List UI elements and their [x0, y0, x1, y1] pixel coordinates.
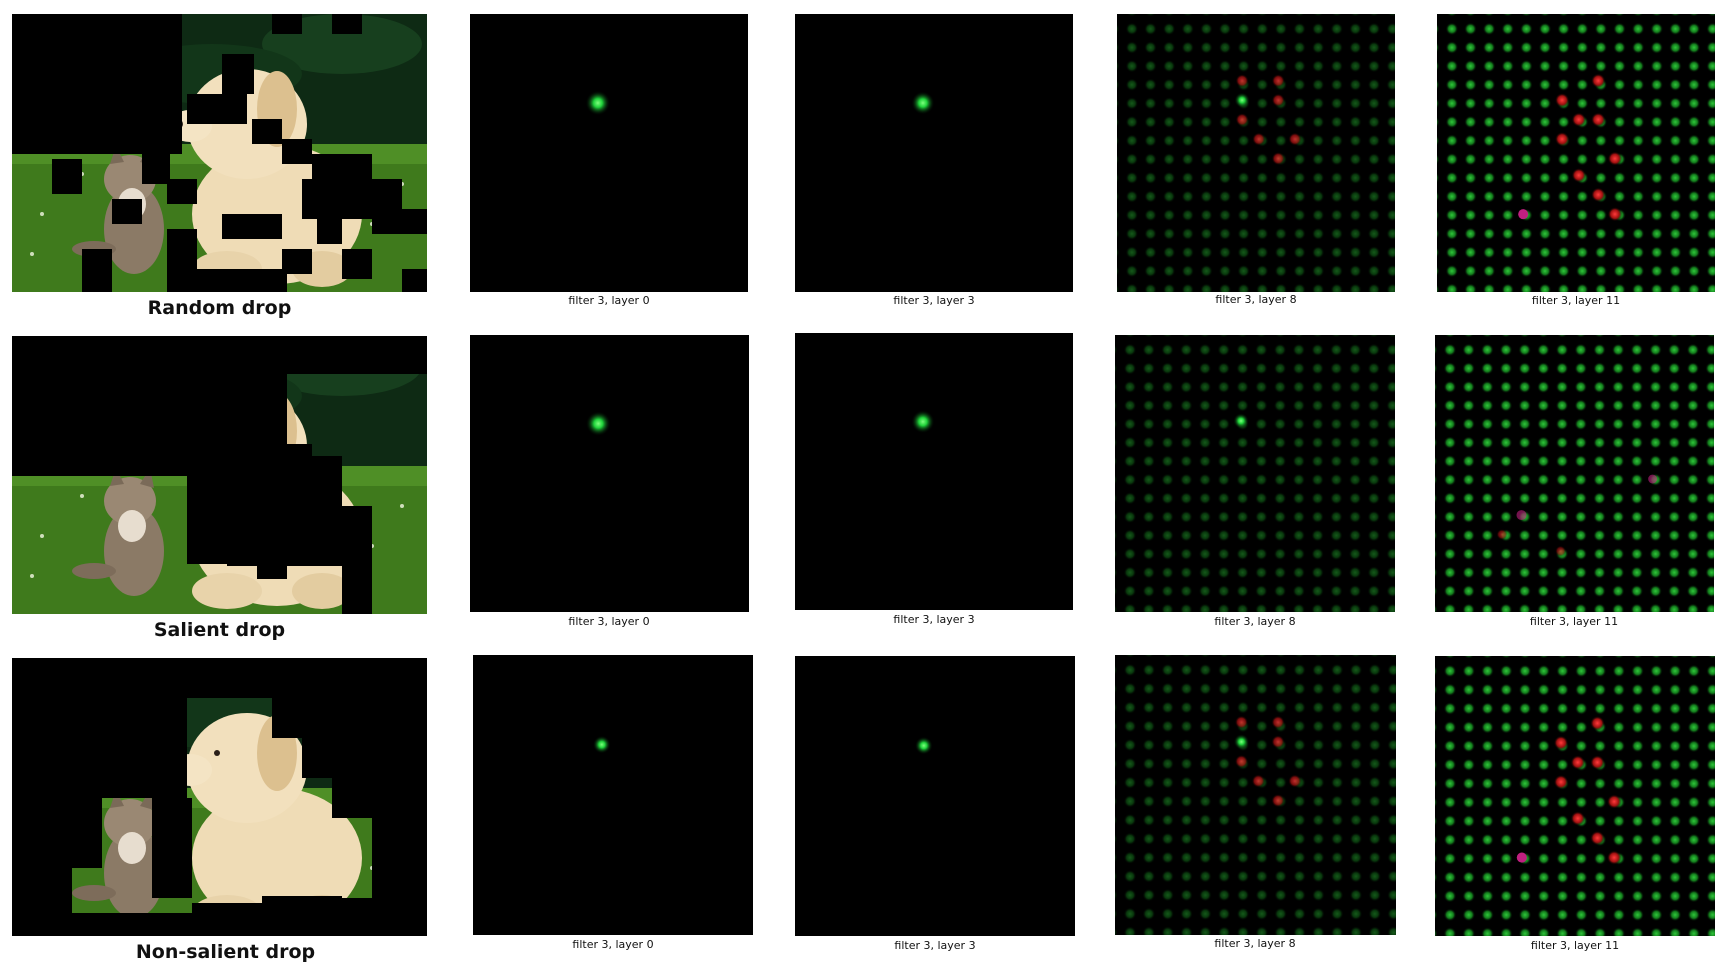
attention-map: [795, 656, 1075, 936]
attention-map: [473, 655, 753, 935]
attention-map: [1435, 335, 1714, 612]
attention-map: [1437, 14, 1715, 292]
attention-map: [470, 335, 749, 612]
row-title: Non-salient drop: [135, 941, 316, 963]
puppy-kitten-photo-random: [12, 14, 427, 292]
attention-caption: filter 3, layer 11: [1530, 939, 1620, 952]
row-title: Salient drop: [153, 619, 286, 641]
attention-map: [1115, 335, 1395, 612]
attention-caption: filter 3, layer 11: [1531, 294, 1621, 307]
attention-caption: filter 3, layer 3: [893, 613, 975, 626]
attention-caption: filter 3, layer 3: [894, 939, 976, 952]
attention-map: [1115, 655, 1396, 935]
puppy-kitten-photo-salient: [12, 336, 427, 614]
attention-map: [795, 333, 1073, 610]
attention-caption: filter 3, layer 0: [568, 615, 650, 628]
attention-map: [1117, 14, 1395, 292]
attention-map: [470, 14, 748, 292]
attention-caption: filter 3, layer 8: [1214, 937, 1296, 950]
attention-map: [795, 14, 1073, 292]
masked-photo-salient: [12, 336, 427, 614]
attention-caption: filter 3, layer 8: [1215, 293, 1297, 306]
puppy-kitten-photo-non-salient: [12, 658, 427, 936]
masked-photo-random: [12, 14, 427, 292]
attention-caption: filter 3, layer 11: [1529, 615, 1619, 628]
masked-photo-non-salient: [12, 658, 427, 936]
attention-caption: filter 3, layer 0: [572, 938, 654, 951]
attention-caption: filter 3, layer 8: [1214, 615, 1296, 628]
attention-caption: filter 3, layer 3: [893, 294, 975, 307]
row-title: Random drop: [147, 297, 292, 319]
attention-caption: filter 3, layer 0: [568, 294, 650, 307]
attention-map: [1435, 656, 1715, 936]
